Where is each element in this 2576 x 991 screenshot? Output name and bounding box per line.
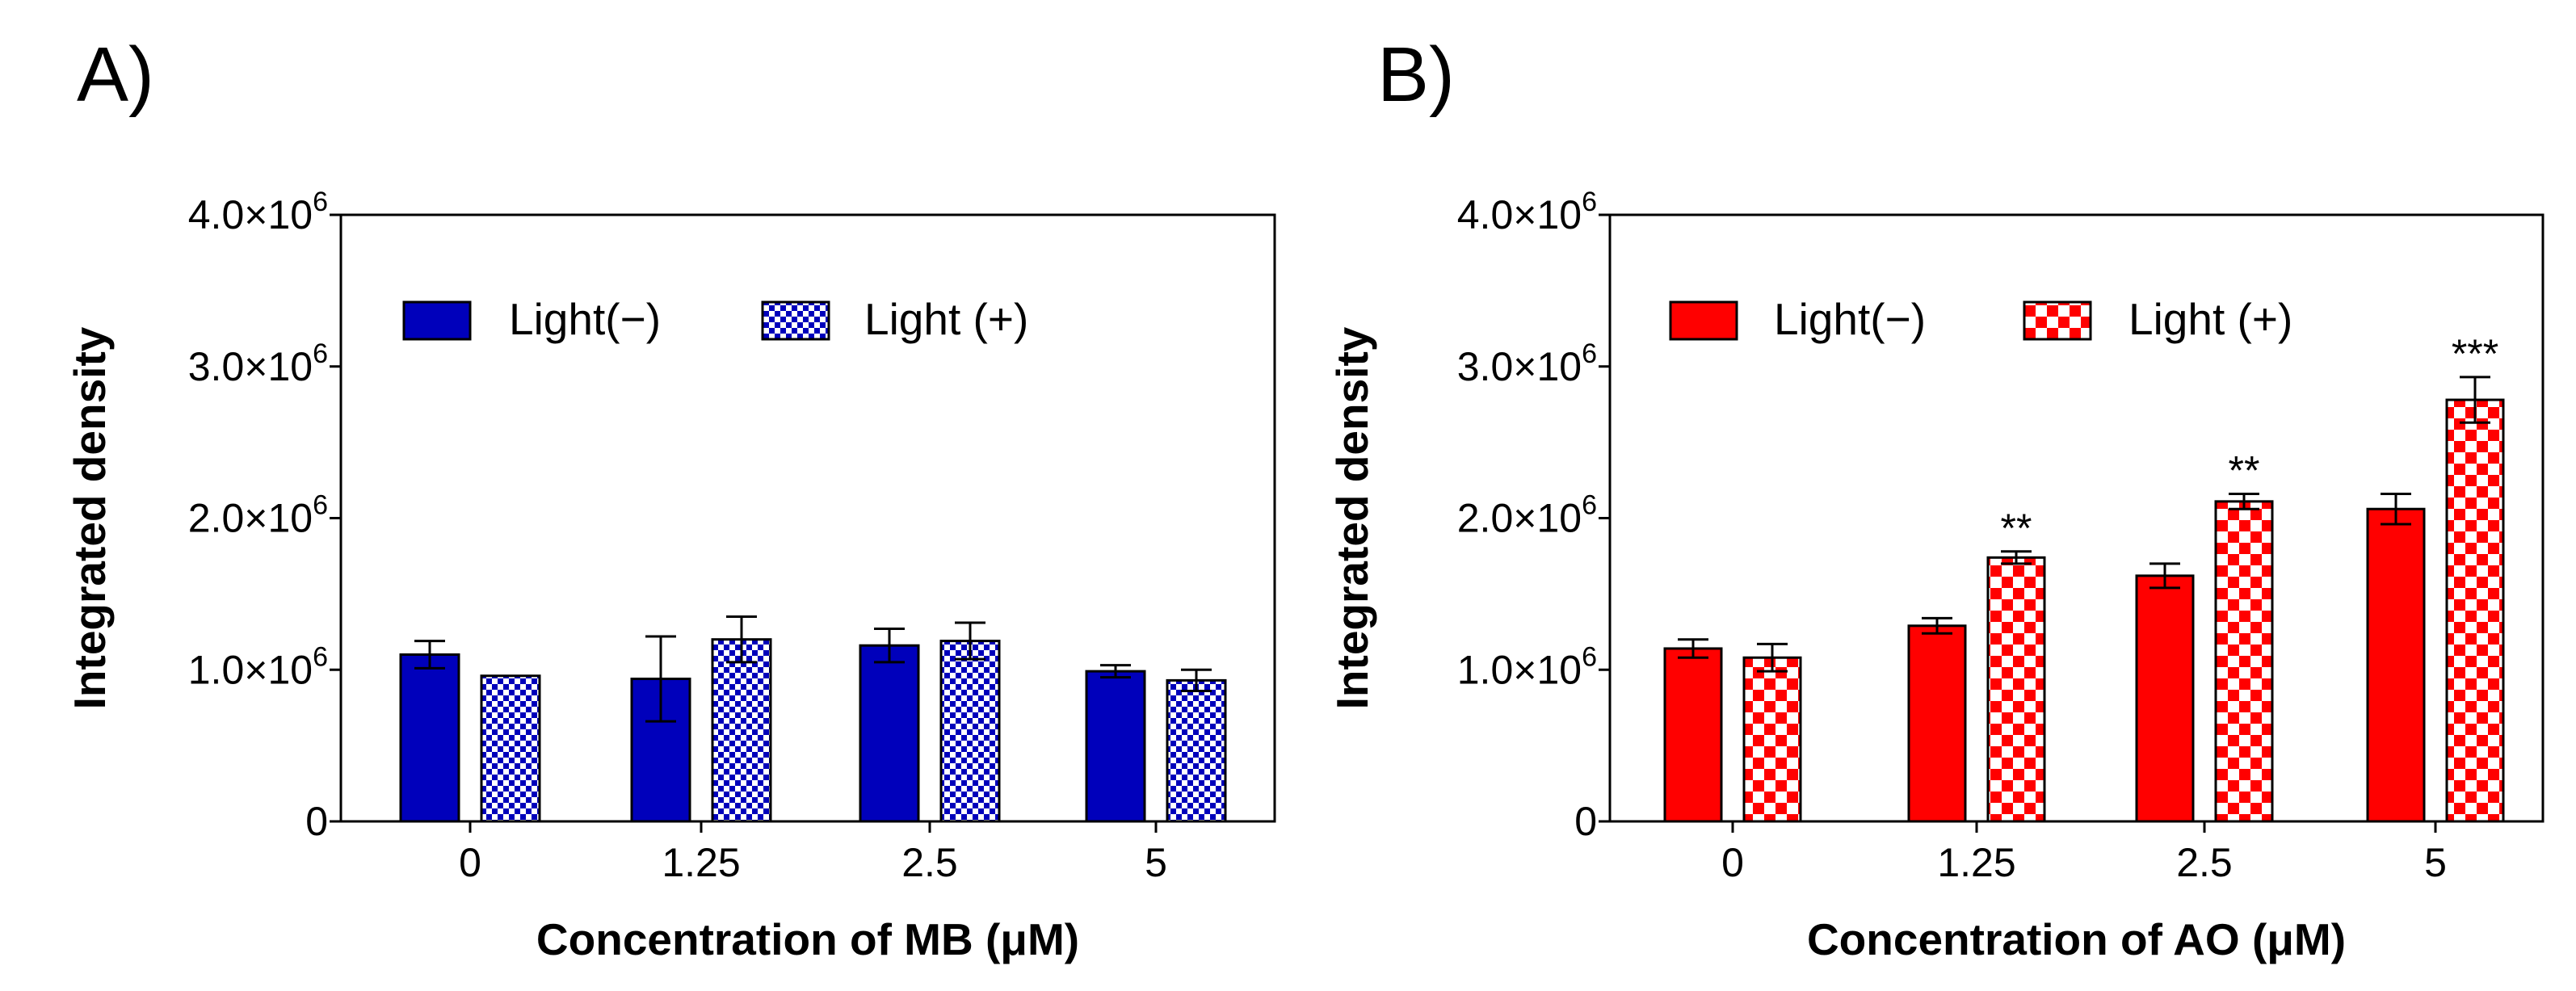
- bar-light-plus: [480, 674, 541, 823]
- legend-swatch: [2023, 300, 2092, 341]
- y-tick-label-mantissa: 0: [1574, 799, 1597, 844]
- y-tick-label-mantissa: 4.0×10: [1457, 192, 1582, 237]
- y-tick-label: 3.0×106: [1457, 338, 1597, 389]
- bar-light-minus: [1085, 670, 1146, 823]
- significance-marker: **: [2229, 447, 2260, 493]
- y-tick-label-exponent: 6: [313, 187, 328, 217]
- legend-label: Light (+): [864, 294, 1028, 344]
- legend-label: Light (+): [2128, 294, 2292, 344]
- bar-light-plus: [2214, 500, 2274, 823]
- x-tick-label: 1.25: [662, 840, 740, 885]
- y-tick-label-mantissa: 3.0×10: [188, 344, 313, 389]
- y-tick-label: 0: [1574, 799, 1597, 844]
- y-tick-label-exponent: 6: [1582, 338, 1597, 369]
- bar-light-plus: [711, 638, 772, 823]
- x-axis-title: Concentration of AO (μM): [1807, 914, 2346, 964]
- significance-marker: ***: [2452, 331, 2498, 376]
- legend-label: Light(−): [1774, 294, 1926, 344]
- bar-light-plus: [1166, 678, 1227, 823]
- y-tick-label-exponent: 6: [1582, 641, 1597, 672]
- y-tick-label: 1.0×106: [1457, 641, 1597, 692]
- x-tick-label: 5: [1145, 840, 1167, 885]
- y-tick-label-mantissa: 2.0×10: [1457, 496, 1582, 541]
- y-axis-title: Integrated density: [65, 326, 115, 709]
- y-tick-label: 3.0×106: [188, 338, 328, 389]
- y-tick-label-mantissa: 1.0×10: [1457, 647, 1582, 692]
- y-tick-label: 2.0×106: [1457, 490, 1597, 541]
- y-axis-title: Integrated density: [1327, 326, 1377, 709]
- bar-light-minus: [1663, 647, 1723, 823]
- legend-label: Light(−): [509, 294, 661, 344]
- panel-label: B): [1377, 31, 1455, 118]
- bar-light-plus: [1742, 656, 1802, 823]
- bar-light-plus: [939, 640, 1001, 823]
- x-tick-label: 1.25: [1937, 840, 2015, 885]
- x-tick-label: 0: [1721, 840, 1744, 885]
- y-tick-label-mantissa: 1.0×10: [188, 647, 313, 692]
- y-tick-label-exponent: 6: [313, 641, 328, 672]
- y-tick-label-exponent: 6: [1582, 187, 1597, 217]
- y-tick-label-mantissa: 3.0×10: [1457, 344, 1582, 389]
- y-tick-label-mantissa: 0: [305, 799, 328, 844]
- y-tick-label-mantissa: 4.0×10: [188, 192, 313, 237]
- bar-light-plus: [1986, 556, 2046, 823]
- y-tick-label-exponent: 6: [313, 490, 328, 521]
- y-tick-label: 2.0×106: [188, 490, 328, 541]
- legend-swatch: [1669, 300, 1738, 341]
- bar-light-minus: [2366, 507, 2426, 823]
- x-axis-title: Concentration of MB (μM): [536, 914, 1079, 964]
- bar-light-minus: [399, 653, 460, 823]
- legend-swatch: [402, 300, 472, 341]
- y-tick-label: 1.0×106: [188, 641, 328, 692]
- bar-light-minus: [859, 644, 920, 823]
- y-tick-label: 4.0×106: [1457, 187, 1597, 237]
- y-tick-label-mantissa: 2.0×10: [188, 496, 313, 541]
- significance-marker: **: [2001, 506, 2032, 551]
- panel-label: A): [77, 31, 154, 118]
- bar-light-minus: [2135, 574, 2195, 823]
- bar-light-plus: [2445, 398, 2505, 823]
- bar-light-minus: [1907, 624, 1967, 823]
- y-tick-label-exponent: 6: [1582, 490, 1597, 521]
- y-tick-label: 4.0×106: [188, 187, 328, 237]
- x-tick-label: 5: [2424, 840, 2447, 885]
- x-tick-label: 2.5: [901, 840, 958, 885]
- x-tick-label: 0: [459, 840, 481, 885]
- y-tick-label: 0: [305, 799, 328, 844]
- legend-swatch: [761, 300, 830, 341]
- y-tick-label-exponent: 6: [313, 338, 328, 369]
- x-tick-label: 2.5: [2176, 840, 2233, 885]
